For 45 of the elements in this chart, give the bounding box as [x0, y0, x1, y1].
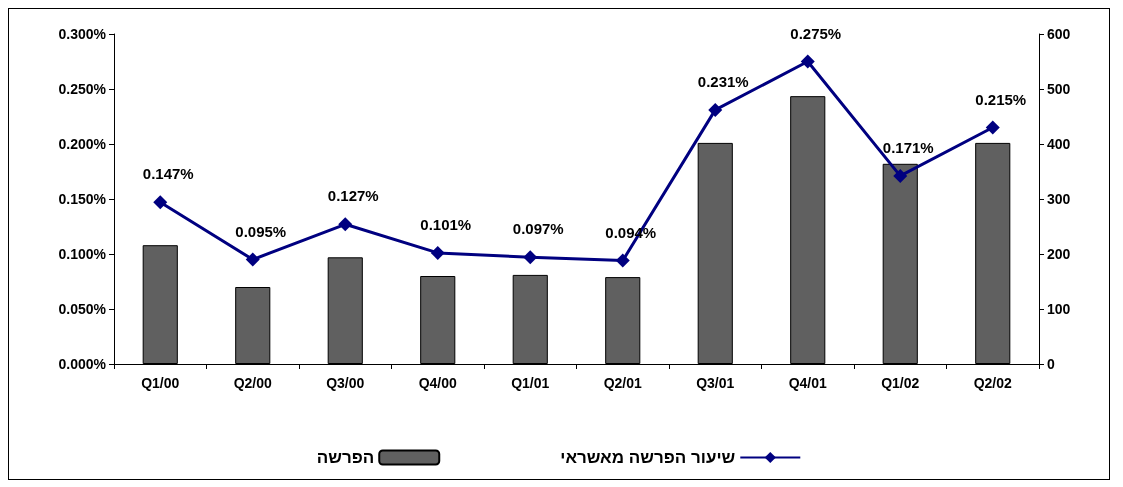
- point: [893, 168, 908, 183]
- x-tick-label: Q2/00: [233, 375, 273, 391]
- x-tick-label: Q3/00: [326, 375, 365, 391]
- x-tick-label: Q2/01: [603, 375, 643, 391]
- y-tick-label: 0.050%: [58, 301, 107, 317]
- y2-tick-label: 0: [1047, 356, 1055, 372]
- data-label: 0.127%: [327, 187, 379, 205]
- data-label: 0.215%: [975, 90, 1027, 108]
- x-tick-label: Q4/00: [418, 375, 458, 391]
- x-tick-label: Q2/02: [973, 375, 1013, 391]
- y2-tick-label: 100: [1047, 301, 1071, 317]
- data-label: 0.231%: [697, 72, 749, 90]
- data-label: 0.275%: [790, 24, 842, 42]
- x-tick-label: Q1/01: [511, 375, 550, 391]
- point: [800, 54, 815, 69]
- x-tick-label: Q1/00: [141, 375, 180, 391]
- x-tick-label: Q4/01: [788, 375, 828, 391]
- y-tick-label: 0.300%: [58, 26, 107, 42]
- point: [430, 245, 445, 260]
- y2-tick-label: 200: [1047, 246, 1071, 262]
- point: [615, 253, 630, 268]
- legend-label: הפרשה: [316, 448, 375, 467]
- y-tick-label: 0.200%: [58, 136, 107, 152]
- data-label: 0.147%: [142, 165, 194, 183]
- data-label: 0.101%: [420, 215, 472, 233]
- point: [708, 102, 723, 117]
- y-tick-label: 0.250%: [58, 81, 107, 97]
- y2-tick-label: 300: [1047, 191, 1071, 207]
- data-label: 0.095%: [235, 222, 287, 240]
- legend-label: שיעור הפרשה מאשראי: [560, 448, 736, 467]
- data-label: 0.171%: [882, 138, 934, 156]
- point: [338, 217, 353, 232]
- y2-tick-label: 500: [1047, 81, 1071, 97]
- x-tick-label: Q3/01: [696, 375, 735, 391]
- point: [153, 195, 168, 210]
- x-tick-label: Q1/02: [881, 375, 920, 391]
- y-tick-label: 0.000%: [58, 356, 107, 372]
- y2-tick-label: 600: [1047, 26, 1071, 42]
- point: [985, 120, 1000, 135]
- y-tick-label: 0.100%: [58, 246, 107, 262]
- point: [523, 250, 538, 265]
- point: [245, 252, 260, 267]
- y2-tick-label: 400: [1047, 136, 1071, 152]
- data-label: 0.097%: [512, 220, 564, 238]
- y-tick-label: 0.150%: [58, 191, 107, 207]
